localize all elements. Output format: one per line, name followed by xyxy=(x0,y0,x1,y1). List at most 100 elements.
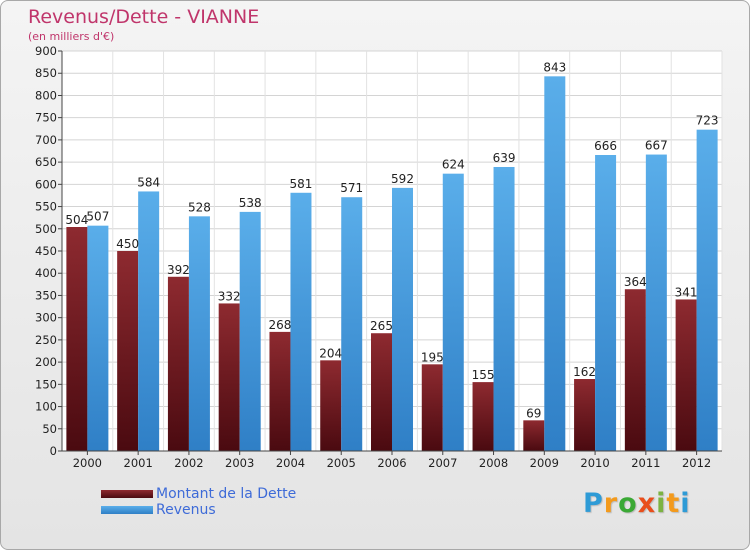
data-label-revenue: 571 xyxy=(340,181,363,195)
bar-revenue xyxy=(138,191,160,451)
data-label-revenue: 538 xyxy=(239,196,262,210)
y-tick-label: 300 xyxy=(35,311,57,325)
legend-swatch-debt xyxy=(101,490,153,498)
data-label-debt: 265 xyxy=(370,319,393,333)
bar-revenue xyxy=(239,211,261,451)
y-tick-label: 900 xyxy=(35,44,57,58)
data-label-debt: 155 xyxy=(472,368,495,382)
bar-revenue xyxy=(290,192,312,451)
bar-debt xyxy=(66,227,88,451)
x-tick-label: 2002 xyxy=(174,456,203,470)
bar-revenue xyxy=(442,173,464,451)
data-label-debt: 69 xyxy=(526,406,541,420)
y-tick-label: 750 xyxy=(35,111,57,125)
y-tick-label: 500 xyxy=(35,222,57,236)
y-tick-label: 850 xyxy=(35,66,57,80)
data-label-revenue: 584 xyxy=(137,175,160,189)
y-tick-label: 450 xyxy=(35,244,57,258)
bar-debt xyxy=(675,299,697,451)
data-label-revenue: 667 xyxy=(645,139,668,153)
data-label-revenue: 581 xyxy=(290,177,313,191)
x-tick-label: 2012 xyxy=(682,456,711,470)
x-tick-label: 2001 xyxy=(124,456,153,470)
x-axis: 2000 2001 2002 2003 2004 2005 2006 2007 2008 2009… xyxy=(62,450,722,470)
legend-label-debt: Montant de la Dette xyxy=(156,486,297,502)
bar-debt xyxy=(320,360,342,451)
bar-revenue xyxy=(544,76,566,451)
data-label-revenue: 843 xyxy=(543,60,566,74)
x-tick-label: 2010 xyxy=(580,456,609,470)
data-label-debt: 341 xyxy=(675,285,698,299)
bar-revenue xyxy=(595,155,617,451)
x-tick-label: 2008 xyxy=(479,456,508,470)
y-tick-label: 550 xyxy=(35,200,57,214)
logo-letter: i xyxy=(656,488,667,519)
chart-subtitle: (en milliers d'€) xyxy=(28,30,115,43)
data-label-debt: 204 xyxy=(319,346,342,360)
data-label-debt: 504 xyxy=(65,213,88,227)
bar-revenue xyxy=(493,167,515,451)
y-tick-label: 400 xyxy=(35,266,57,280)
legend: Montant de la Dette Revenus xyxy=(101,486,296,518)
data-label-debt: 268 xyxy=(269,318,292,332)
logo-letter: P xyxy=(583,488,604,519)
x-tick-label: 2004 xyxy=(276,456,305,470)
y-tick-label: 650 xyxy=(35,155,57,169)
data-label-revenue: 624 xyxy=(442,158,465,172)
bar-revenue xyxy=(392,187,413,451)
data-label-revenue: 639 xyxy=(493,151,516,165)
data-label-debt: 450 xyxy=(116,237,139,251)
data-label-debt: 364 xyxy=(624,275,647,289)
x-tick-label: 2003 xyxy=(225,456,254,470)
data-label-revenue: 723 xyxy=(696,114,719,128)
y-tick-label: 700 xyxy=(35,133,57,147)
legend-item-revenue[interactable]: Revenus xyxy=(101,502,296,518)
bar-revenue xyxy=(87,225,109,451)
y-tick-label: 350 xyxy=(35,288,57,302)
data-label-revenue: 528 xyxy=(188,200,211,214)
bar-debt xyxy=(218,303,240,451)
x-tick-label: 2000 xyxy=(73,456,102,470)
y-tick-label: 100 xyxy=(35,400,57,414)
y-tick-label: 150 xyxy=(35,377,57,391)
bar-debt xyxy=(421,364,443,451)
bar-debt xyxy=(523,420,545,451)
y-tick-label: 50 xyxy=(42,422,57,436)
proxiti-logo: Proxiti xyxy=(583,488,691,519)
data-label-revenue: 666 xyxy=(594,139,617,153)
x-tick-label: 2009 xyxy=(530,456,559,470)
y-tick-label: 600 xyxy=(35,177,57,191)
x-tick-label: 2005 xyxy=(327,456,356,470)
data-label-revenue: 592 xyxy=(391,172,414,186)
data-label-debt: 392 xyxy=(167,263,190,277)
bar-revenue xyxy=(645,154,667,452)
logo-letter: x xyxy=(637,488,657,519)
logo-letter: o xyxy=(618,488,638,519)
data-label-debt: 332 xyxy=(218,289,241,303)
bar-revenue xyxy=(696,129,718,451)
y-tick-label: 800 xyxy=(35,88,57,102)
bar-debt xyxy=(574,379,596,451)
x-tick-label: 2006 xyxy=(377,456,406,470)
chart-title: Revenus/Dette - VIANNE xyxy=(28,6,260,28)
x-tick-label: 2011 xyxy=(631,456,660,470)
data-label-revenue: 507 xyxy=(86,210,109,224)
bar-debt xyxy=(624,289,646,451)
data-label-debt: 195 xyxy=(421,350,444,364)
legend-label-revenue: Revenus xyxy=(156,502,216,518)
y-tick-label: 200 xyxy=(35,355,57,369)
bar-revenue xyxy=(341,197,363,451)
bar-revenue xyxy=(188,216,210,451)
y-tick-label: 0 xyxy=(50,444,57,458)
logo-letter: r xyxy=(603,488,619,519)
bar-debt xyxy=(371,333,392,451)
y-tick-label: 250 xyxy=(35,333,57,347)
bar-debt xyxy=(117,251,139,451)
logo-letter: t xyxy=(666,488,681,519)
y-axis: 0 50 100 150 200 250 300 350 400 450 500 550 600 650 7… xyxy=(35,44,63,458)
legend-item-debt[interactable]: Montant de la Dette xyxy=(101,486,296,502)
logo-letter: i xyxy=(680,488,691,519)
